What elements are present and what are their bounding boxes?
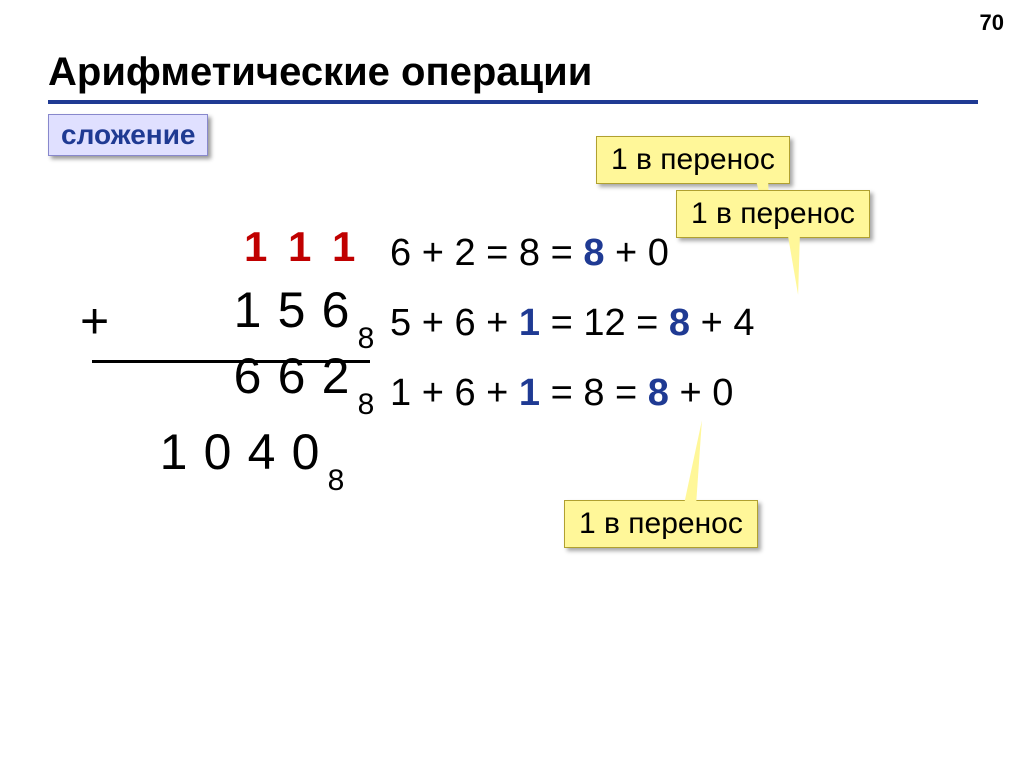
explain-text: = 12 =	[540, 302, 669, 344]
digit: 0	[196, 425, 240, 480]
explain-line-3: 1 + 6 + 1 = 8 = 8 + 0	[390, 372, 733, 415]
callout-carry-2: 1 в перенос	[676, 190, 870, 238]
callout-carry-1: 1 в перенос	[596, 136, 790, 184]
explain-text: 6 + 2 = 8 =	[390, 232, 583, 274]
explain-text: = 8 =	[540, 372, 648, 414]
explain-text: + 4	[690, 302, 754, 344]
plus-sign: +	[80, 294, 109, 349]
subtitle-box: сложение	[48, 114, 208, 156]
base-subscript: 8	[358, 388, 375, 421]
callout-carry-3: 1 в перенос	[564, 500, 758, 548]
explain-carry: 1	[519, 372, 540, 414]
explain-line-1: 6 + 2 = 8 = 8 + 0	[390, 232, 669, 275]
explain-text: + 0	[604, 232, 668, 274]
result-row: 10408	[96, 370, 344, 542]
page-number: 70	[980, 10, 1004, 36]
subtitle-text: сложение	[61, 119, 195, 150]
explain-line-2: 5 + 6 + 1 = 12 = 8 + 4	[390, 302, 755, 345]
addition-rule	[92, 360, 370, 363]
digit: 1	[152, 425, 196, 480]
explain-eight: 8	[669, 302, 690, 344]
explain-eight: 8	[583, 232, 604, 274]
digit: 4	[240, 425, 284, 480]
explain-carry: 1	[519, 302, 540, 344]
explain-eight: 8	[648, 372, 669, 414]
base-subscript: 8	[328, 464, 345, 497]
explain-text: + 0	[669, 372, 733, 414]
digit: 0	[284, 425, 328, 480]
explain-text: 1 + 6 +	[390, 372, 519, 414]
callout-pointer-2	[788, 235, 804, 296]
callout-pointer-3	[684, 420, 708, 506]
explain-text: 5 + 6 +	[390, 302, 519, 344]
page-title: Арифметические операции	[48, 50, 592, 95]
title-underline	[48, 100, 978, 104]
